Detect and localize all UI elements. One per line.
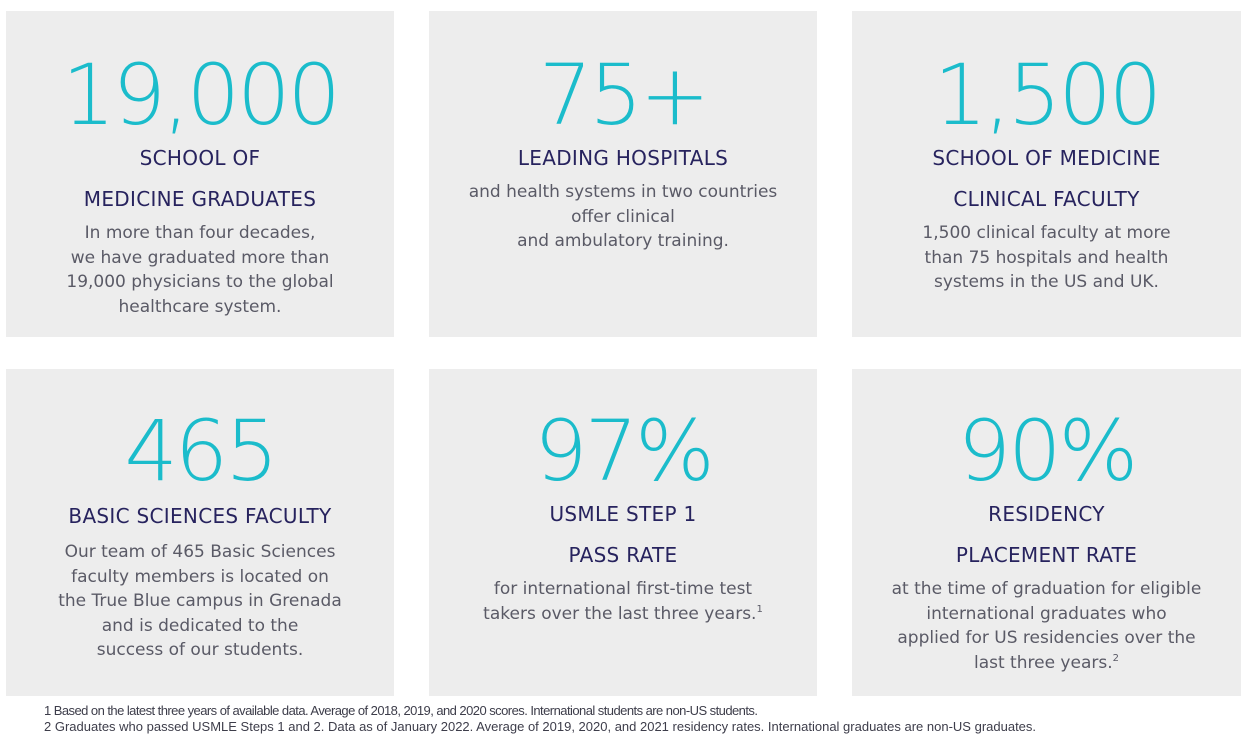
description-line: success of our students. <box>96 640 304 660</box>
stat-card-basic-sciences: 465 BASIC SCIENCES FACULTY Our team of 4… <box>6 369 394 696</box>
description-line: faculty members is located on <box>71 566 329 587</box>
stat-title: USMLE STEP 1 <box>549 502 697 526</box>
description-line: for international first-time test <box>493 579 753 599</box>
stat-title: SCHOOL OF <box>139 146 261 170</box>
description-line: 1,500 clinical faculty at more <box>922 223 1171 243</box>
stat-card-usmle-pass-rate: 97% USMLE STEP 1 PASS RATE for internati… <box>429 369 817 696</box>
description-line: applied for US residencies over the <box>897 628 1196 648</box>
footnote-ref: 2 <box>1112 652 1119 664</box>
description-text: last three years. <box>973 652 1113 673</box>
footnote-1: 1 Based on the latest three years of ava… <box>44 703 758 718</box>
stat-card-clinical-faculty: 1,500 SCHOOL OF MEDICINE CLINICAL FACULT… <box>852 11 1241 337</box>
description-line: offer clinical <box>571 206 675 227</box>
stat-value: 90% <box>957 402 1139 500</box>
description-line: we have graduated more than <box>70 247 330 268</box>
description-line: international graduates who <box>926 603 1167 624</box>
stat-title: LEADING HOSPITALS <box>517 146 729 170</box>
description-line: and health systems in two countries <box>468 182 778 202</box>
description-line: healthcare system. <box>118 296 282 317</box>
stat-title: PASS RATE <box>568 543 678 567</box>
footnote-2: 2 Graduates who passed USMLE Steps 1 and… <box>44 719 1037 734</box>
stat-description: In more than four decades, we have gradu… <box>6 221 394 319</box>
stat-value: 75+ <box>538 46 710 144</box>
description-line: takers over the last three years.1 <box>429 602 817 627</box>
stat-description: and health systems in two countries offe… <box>429 180 817 254</box>
stat-title: MEDICINE GRADUATES <box>83 187 317 211</box>
description-line: at the time of graduation for eligible <box>891 579 1202 599</box>
description-line: In more than four decades, <box>84 223 316 243</box>
description-line: Our team of 465 Basic Sciences <box>64 542 336 562</box>
stat-value: 97% <box>534 402 715 500</box>
description-line: 19,000 physicians to the global <box>66 272 334 292</box>
stat-card-hospitals: 75+ LEADING HOSPITALS and health systems… <box>429 11 817 337</box>
stat-description: for international first-time test takers… <box>429 577 817 626</box>
footnotes: 1 Based on the latest three years of ava… <box>44 703 1036 735</box>
stat-card-residency-placement: 90% RESIDENCY PLACEMENT RATE at the time… <box>852 369 1241 696</box>
description-text: takers over the last three years. <box>483 603 757 624</box>
stat-title: BASIC SCIENCES FACULTY <box>68 504 332 528</box>
description-line: the True Blue campus in Grenada <box>58 591 342 611</box>
stat-value: 1,500 <box>933 46 1162 144</box>
footnote-ref: 1 <box>756 603 763 615</box>
description-line: systems in the US and UK. <box>934 272 1159 292</box>
stat-description: Our team of 465 Basic Sciences faculty m… <box>6 540 394 663</box>
stat-title: RESIDENCY <box>988 502 1105 526</box>
stat-title: SCHOOL OF MEDICINE <box>932 146 1161 170</box>
description-line: than 75 hospitals and health <box>924 247 1169 268</box>
stat-value: 19,000 <box>62 46 341 144</box>
description-line: last three years.2 <box>852 651 1241 676</box>
stat-card-graduates: 19,000 SCHOOL OF MEDICINE GRADUATES In m… <box>6 11 394 337</box>
description-line: and ambulatory training. <box>517 231 729 251</box>
stat-title: PLACEMENT RATE <box>955 543 1138 567</box>
stat-title: CLINICAL FACULTY <box>953 187 1140 211</box>
stat-description: 1,500 clinical faculty at more than 75 h… <box>852 221 1241 295</box>
stat-description: at the time of graduation for eligible i… <box>852 577 1241 675</box>
stat-value: 465 <box>124 402 278 500</box>
description-line: and is dedicated to the <box>101 615 299 636</box>
